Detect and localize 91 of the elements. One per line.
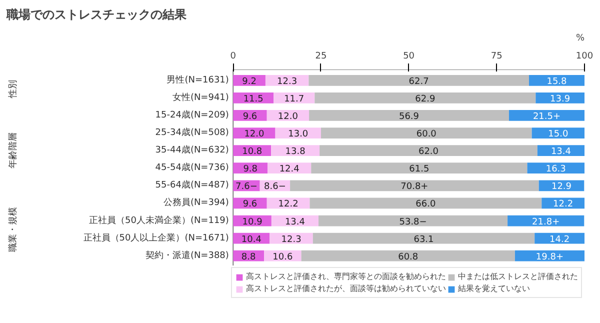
bar — [233, 128, 276, 138]
legend-label: 高ストレスと評価され、専門家等との面談を勧められた — [246, 271, 446, 282]
y-tick-label: 契約・派遣(N=388) — [145, 250, 229, 261]
data-label: 11.7 — [284, 94, 304, 104]
text: 職業・規模 — [8, 207, 19, 252]
y-tick-label: 15-24歳(N=209) — [155, 109, 229, 120]
bar — [301, 250, 515, 262]
y-tick-label: 女性(N=941) — [172, 92, 229, 103]
bar — [536, 92, 584, 104]
y-tick-label: 45-54歳(N=736) — [155, 162, 229, 174]
text: 性別 — [8, 80, 19, 100]
data-label: 10.9 — [242, 217, 263, 228]
bar — [309, 110, 509, 121]
bar — [320, 145, 538, 156]
data-label: 19.8+ — [536, 252, 564, 262]
data-label: 12.0 — [244, 130, 265, 140]
x-tick-label: 50 — [403, 52, 415, 62]
bar — [508, 110, 584, 121]
bar — [532, 128, 584, 138]
y-tick-label: 55-64歳(N=487) — [155, 180, 229, 191]
y-tick-label: 男性(N=1631) — [166, 74, 229, 86]
bar — [310, 198, 542, 209]
data-label: 62.7 — [408, 76, 429, 87]
data-label: 12.2 — [553, 200, 574, 210]
data-label: 60.0 — [416, 130, 437, 140]
data-label: 21.8+ — [532, 217, 560, 228]
text: 年齢階層 — [8, 132, 19, 169]
data-label: 66.0 — [416, 200, 436, 210]
data-label: 60.8 — [398, 252, 418, 262]
data-label: 62.9 — [415, 94, 436, 104]
bar — [320, 128, 532, 138]
bar — [312, 232, 535, 244]
bar — [314, 92, 536, 104]
text: 職場でのストレスチェックの結果 — [6, 8, 188, 22]
legend-label: 結果を覚えていない — [458, 283, 530, 294]
data-label: 9.6 — [242, 200, 258, 210]
data-label: 13.0 — [288, 130, 308, 140]
data-label: 9.2 — [242, 76, 256, 87]
y-tick-label: 25-34歳(N=508) — [155, 127, 229, 138]
data-label: 12.3 — [277, 76, 298, 87]
y-tick-label: 35-44歳(N=632) — [155, 144, 229, 156]
data-label: 15.8 — [546, 76, 568, 87]
data-label: 56.9 — [398, 112, 420, 122]
data-label: 12.2 — [278, 200, 298, 210]
data-label: 12.4 — [279, 164, 300, 175]
bar — [268, 162, 312, 174]
data-label: 9.8 — [243, 164, 258, 175]
bar — [274, 92, 315, 104]
data-label: 7.6− — [236, 182, 258, 192]
y-tick-label: 正社員（50人未満企業）(N=119) — [88, 214, 229, 226]
bar — [537, 145, 584, 156]
data-label: 12.3 — [281, 234, 302, 245]
data-label: 13.8 — [285, 147, 306, 158]
data-label: 8.8 — [241, 252, 256, 262]
bar — [527, 162, 584, 174]
data-label: 62.0 — [418, 147, 439, 158]
data-label: 13.4 — [550, 147, 572, 158]
data-label: 10.6 — [272, 252, 293, 262]
bar — [311, 162, 528, 174]
data-label: 10.8 — [242, 147, 262, 158]
data-label: 14.2 — [550, 234, 570, 245]
bar — [318, 215, 508, 226]
x-tick-label: 75 — [490, 52, 502, 62]
data-label: 12.9 — [551, 182, 572, 192]
data-label: 63.1 — [414, 234, 434, 245]
data-label: 10.4 — [241, 234, 262, 245]
x-tick-label: 0 — [230, 52, 236, 62]
data-label: 61.5 — [409, 164, 430, 175]
bar — [308, 74, 529, 86]
data-label: 53.8− — [399, 217, 427, 228]
data-label: 15.0 — [548, 130, 568, 140]
data-label: 16.3 — [546, 164, 566, 175]
bar — [514, 250, 584, 262]
bar — [290, 180, 539, 192]
legend-label: 高ストレスと評価されたが、面談等は勧められていない — [246, 283, 446, 294]
data-label: 70.8+ — [400, 182, 428, 192]
data-label: 21.5+ — [532, 112, 561, 122]
legend-label: 中または低ストレスと評価された — [458, 271, 578, 282]
bar — [528, 74, 584, 86]
data-label: 13.4 — [284, 217, 306, 228]
x-tick-label: 25 — [315, 52, 327, 62]
y-tick-label: 正社員（50人以上企業）(N=1671) — [83, 232, 229, 244]
data-label: 9.6 — [242, 112, 258, 122]
data-label: 8.6− — [264, 182, 286, 192]
x-axis-title: % — [576, 34, 585, 44]
y-tick-label: 公務員(N=394) — [163, 197, 229, 208]
data-label: 12.0 — [278, 112, 298, 122]
x-tick-label: 100 — [576, 52, 594, 62]
bar — [233, 92, 274, 104]
data-label: 11.5 — [243, 94, 264, 104]
data-label: 13.9 — [550, 94, 570, 104]
